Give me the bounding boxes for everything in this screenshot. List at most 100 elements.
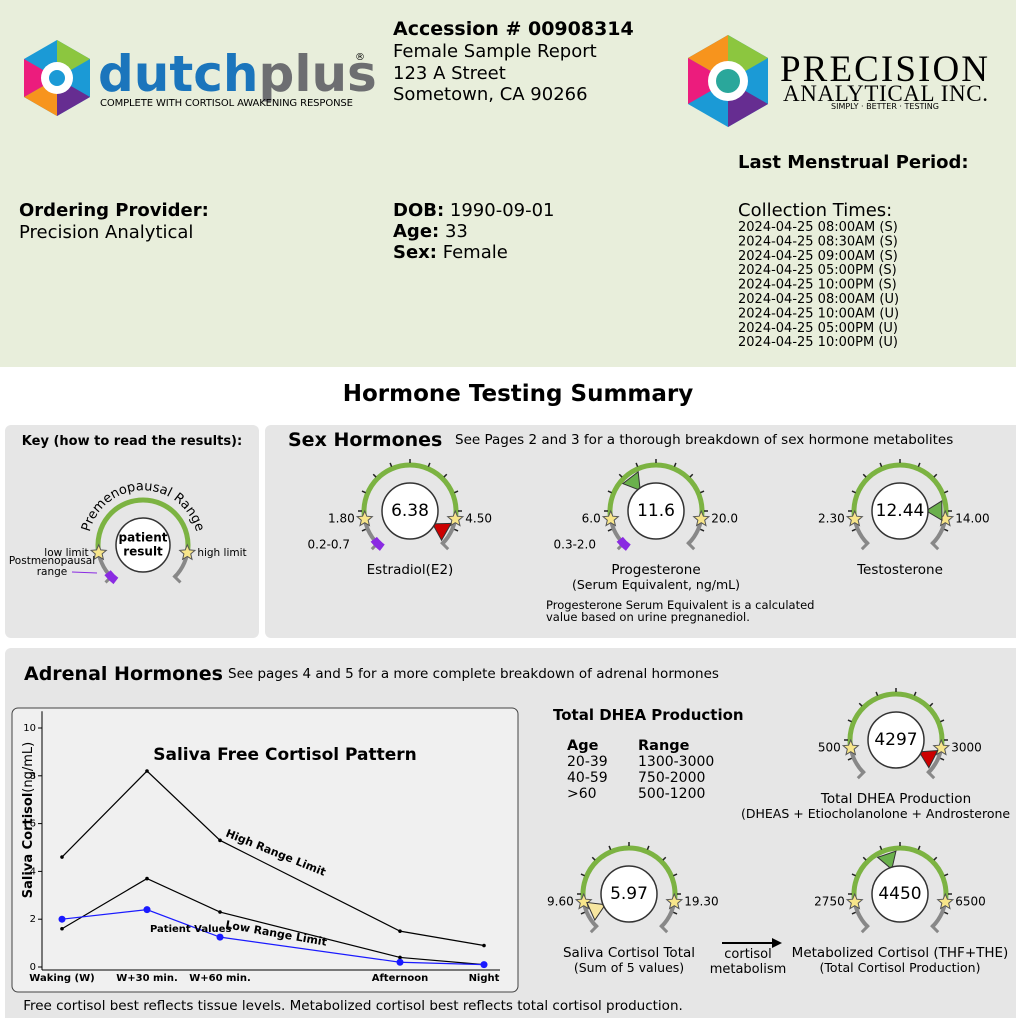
collection-time: 2024-04-25 10:00PM (S) xyxy=(738,278,897,293)
low-limit: 1.80 xyxy=(328,512,355,526)
gauge-tick xyxy=(700,490,705,494)
gauge-end xyxy=(172,574,182,584)
gauge-end xyxy=(659,924,669,934)
result-circle xyxy=(600,865,658,923)
gauge-tick xyxy=(933,856,938,861)
gauge-tick xyxy=(944,528,949,532)
gauge-sub: (Serum Equivalent, ng/mL) xyxy=(572,577,740,592)
series-point xyxy=(143,906,151,914)
series-point xyxy=(145,769,149,773)
gauge-tick xyxy=(700,528,705,532)
key-title: Key (how to read the results): xyxy=(22,434,242,449)
section-title: Sex Hormones xyxy=(288,429,442,451)
gauge-end xyxy=(686,541,696,551)
collection-time: 2024-04-25 05:00PM (S) xyxy=(738,263,897,278)
gauge-tick xyxy=(361,490,366,494)
value-marker xyxy=(876,850,897,871)
chart-title: Saliva Free Cortisol Pattern xyxy=(153,745,417,765)
series-point xyxy=(60,855,64,859)
lab-sub: ANALYTICAL INC. xyxy=(783,81,988,106)
footnote: value based on urine pregnanediol. xyxy=(546,610,750,624)
key-result: result xyxy=(123,545,163,559)
star-marker xyxy=(601,509,620,527)
key-post: Postmenopausal xyxy=(9,555,95,567)
x-tick-label: Night xyxy=(469,973,500,984)
gauge-tick xyxy=(862,473,867,478)
high-limit: 19.30 xyxy=(684,895,718,909)
brand-dutch: dutch xyxy=(98,45,259,103)
result-value: 11.6 xyxy=(637,501,675,521)
low-limit: 2750 xyxy=(814,895,845,909)
result-circle xyxy=(115,517,171,573)
dutch-logo-icon xyxy=(24,40,90,116)
y-tick-label: 10 xyxy=(23,723,36,734)
sex-part: Female xyxy=(443,242,508,263)
gauge-tick xyxy=(847,757,852,761)
footnote: Progesterone Serum Equivalent is a calcu… xyxy=(546,598,814,612)
header-bg xyxy=(0,0,1016,367)
arrow-label: metabolism xyxy=(710,962,787,977)
high-limit: 20.0 xyxy=(711,512,738,526)
age-part: Age: xyxy=(393,221,439,242)
gauge-tick xyxy=(858,702,863,707)
gauge-tick xyxy=(847,719,852,723)
dob-part: DOB: xyxy=(393,200,444,221)
table-cell: 1300-3000 xyxy=(638,754,714,770)
collection-time: 2024-04-25 05:00PM (U) xyxy=(738,321,898,336)
table-cell: >60 xyxy=(567,786,597,802)
gauge-tick xyxy=(944,911,949,915)
value-marker xyxy=(586,901,607,922)
gauge-name: Progesterone xyxy=(611,562,700,578)
y-axis-label-main: Saliva Cortisol xyxy=(21,793,36,899)
gauge-tick xyxy=(607,528,612,532)
value-marker xyxy=(925,500,943,522)
gauge-name: Testosterone xyxy=(856,562,943,578)
y-tick-label: 0 xyxy=(30,962,36,973)
gauge-name: Saliva Cortisol Total xyxy=(563,945,695,961)
gauge-tick xyxy=(454,528,459,532)
key-low: low limit xyxy=(44,547,88,559)
gauge-name: Metabolized Cortisol (THF+THE) xyxy=(792,945,1009,961)
accession: Accession # 00908314 xyxy=(393,18,634,40)
gauge-tick xyxy=(689,473,694,478)
value-marker xyxy=(621,470,641,492)
gauge-tick xyxy=(443,473,448,478)
collection-time: 2024-04-25 10:00AM (U) xyxy=(738,306,899,321)
gauge-tick xyxy=(580,911,585,915)
section-note: See pages 4 and 5 for a more complete br… xyxy=(228,666,719,682)
range-arc xyxy=(580,845,678,903)
x-tick-label: Afternoon xyxy=(372,973,429,984)
star-marker xyxy=(178,543,197,561)
x-tick-label: Waking (W) xyxy=(29,973,94,984)
gauge-end xyxy=(440,541,450,551)
gauge-tick xyxy=(673,873,678,877)
key-high: high limit xyxy=(197,547,246,559)
series-point xyxy=(398,929,402,933)
table-cell: 20-39 xyxy=(567,754,608,770)
gauge-end xyxy=(926,770,936,780)
value-marker xyxy=(918,749,939,769)
gauge-tick xyxy=(361,528,366,532)
star-marker xyxy=(845,892,864,910)
result-circle xyxy=(871,482,929,540)
y-axis-label: Saliva Cortisol(ng/mL) xyxy=(21,742,36,898)
series-point xyxy=(60,926,64,931)
gauge-tick xyxy=(940,757,945,761)
gauge-tick xyxy=(389,462,393,467)
arrow-label: cortisol xyxy=(724,947,772,962)
table-cell: 500-1200 xyxy=(638,786,705,802)
value-marker xyxy=(431,522,453,542)
gauge-name: Total DHEA Production xyxy=(820,791,971,807)
collection-time: 2024-04-25 10:00PM (U) xyxy=(738,335,898,350)
star-marker xyxy=(446,509,465,527)
result-value: 4297 xyxy=(874,730,917,750)
low-limit: 500 xyxy=(818,741,841,755)
gauge-sub: (Total Cortisol Production) xyxy=(820,960,981,975)
high-limit: 4.50 xyxy=(465,512,492,526)
gauge-tick xyxy=(944,873,949,877)
gauge-tick xyxy=(618,473,623,478)
table-cell: 750-2000 xyxy=(638,770,705,786)
gauge-end xyxy=(589,924,599,934)
gauge-tick xyxy=(635,462,639,467)
